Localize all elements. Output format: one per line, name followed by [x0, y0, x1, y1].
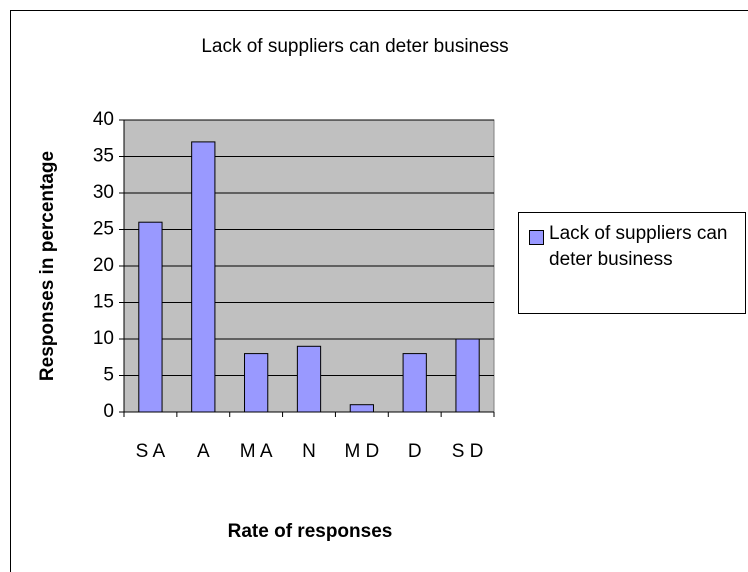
bar: [244, 353, 269, 413]
bar: [402, 353, 427, 413]
legend-swatch: [529, 230, 544, 245]
bar: [296, 345, 322, 413]
bar: [191, 141, 216, 413]
legend: Lack of suppliers can deter business: [518, 212, 746, 314]
x-tick-label: S D: [452, 441, 484, 462]
y-tick-label: 20: [93, 255, 114, 276]
y-tick-label: 35: [93, 146, 114, 167]
legend-label: Lack of suppliers can deter business: [549, 223, 728, 270]
bar: [138, 221, 163, 413]
bar: [455, 338, 480, 413]
x-tick-label: N: [302, 441, 316, 462]
y-tick-label: 40: [93, 109, 114, 130]
x-axis-title: Rate of responses: [228, 521, 393, 542]
y-tick-label: 5: [103, 365, 114, 386]
y-tick-label: 30: [93, 182, 114, 203]
y-axis-title: Responses in percentage: [37, 151, 58, 381]
x-tick-label: M D: [344, 441, 379, 462]
x-tick-label: A: [197, 441, 210, 462]
x-tick-label: S A: [136, 441, 166, 462]
x-tick-label: D: [408, 441, 422, 462]
y-tick-label: 15: [93, 292, 114, 313]
y-tick-label: 0: [103, 401, 114, 422]
chart-title: Lack of suppliers can deter business: [201, 36, 508, 57]
y-tick-label: 25: [93, 219, 114, 240]
y-tick-label: 10: [93, 328, 114, 349]
x-tick-label: M A: [240, 441, 273, 462]
bar: [349, 404, 374, 413]
